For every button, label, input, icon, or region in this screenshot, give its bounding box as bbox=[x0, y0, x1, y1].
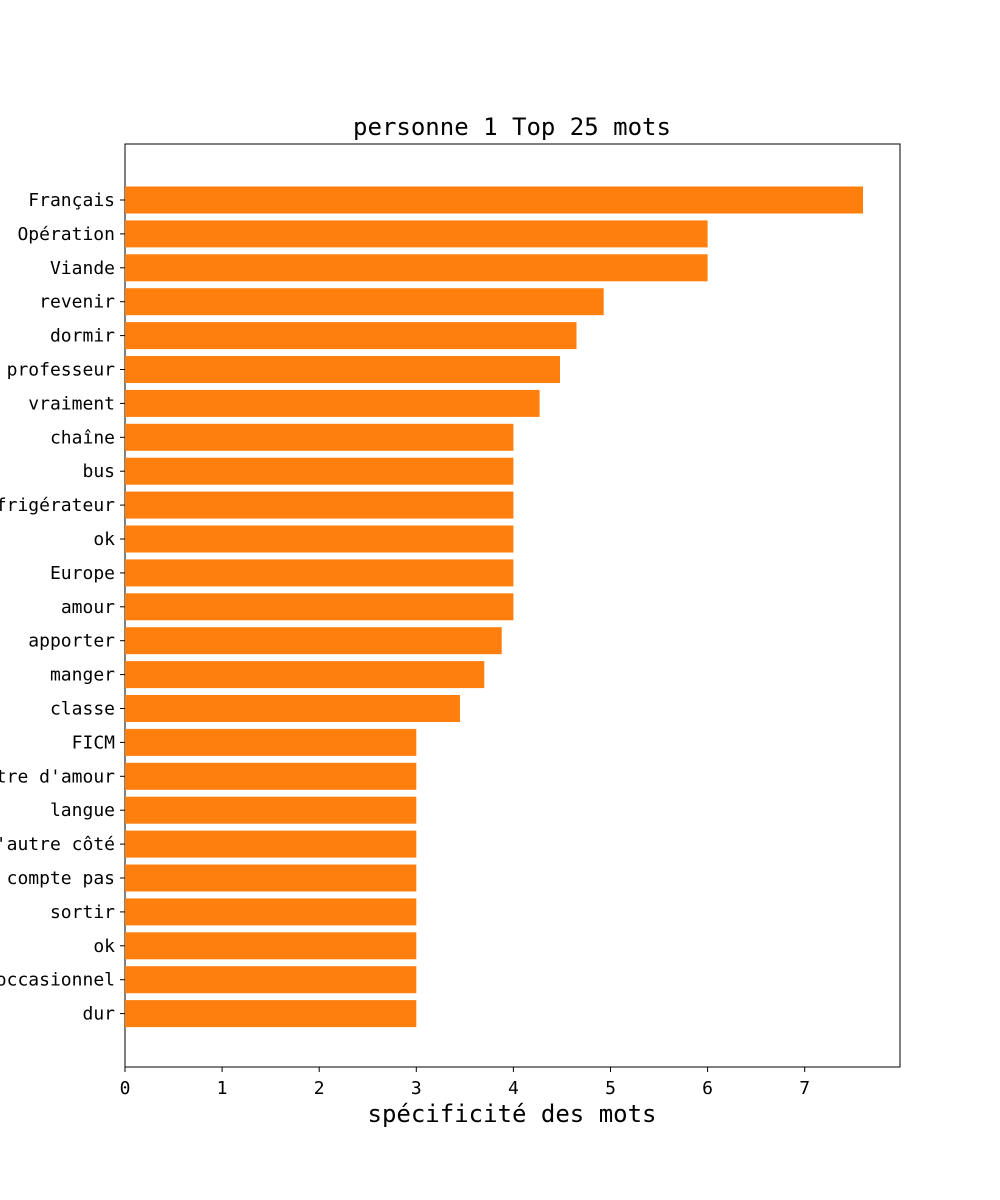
y-tick-label: apporter bbox=[28, 631, 115, 652]
x-tick-label: 6 bbox=[702, 1078, 713, 1099]
bar bbox=[125, 559, 514, 587]
y-tick-label: dur bbox=[82, 1004, 115, 1025]
y-tick-label: Opération bbox=[17, 224, 115, 245]
y-tick-label: dormir bbox=[50, 326, 115, 347]
x-tick-label: 3 bbox=[411, 1078, 422, 1099]
y-tick-label: Viande bbox=[50, 258, 115, 279]
y-tick-label: occasionnel bbox=[0, 970, 115, 991]
y-tick-label: chaîne bbox=[50, 427, 115, 448]
y-tick-label: classe bbox=[50, 699, 115, 720]
bar bbox=[125, 830, 417, 858]
y-tick-label: amour bbox=[61, 597, 115, 618]
y-tick-label: FICM bbox=[72, 732, 116, 753]
bar bbox=[125, 457, 514, 485]
bar bbox=[125, 322, 577, 350]
y-tick-label: sortir bbox=[50, 902, 115, 923]
bar bbox=[125, 627, 502, 655]
x-tick-label: 5 bbox=[605, 1078, 616, 1099]
y-tick-label: revenir bbox=[39, 292, 115, 313]
bars-layer bbox=[125, 186, 863, 1028]
y-tick-label: professeur bbox=[7, 360, 116, 381]
y-tick-label: de l'autre côté bbox=[0, 834, 115, 855]
bar bbox=[125, 1000, 417, 1028]
bar bbox=[125, 728, 417, 756]
y-tick-label: vraiment bbox=[28, 393, 115, 414]
bar bbox=[125, 423, 514, 451]
y-axis-ticks: Français Opération Viande revenir dormir prof… bbox=[0, 190, 125, 1025]
bar bbox=[125, 525, 514, 553]
bar bbox=[125, 186, 863, 214]
chart-title: personne 1 Top 25 mots bbox=[353, 113, 671, 141]
x-axis-label: spécificité des mots bbox=[368, 1100, 657, 1128]
bar bbox=[125, 966, 417, 994]
bar bbox=[125, 661, 485, 689]
bar bbox=[125, 389, 540, 417]
y-tick-label: Français bbox=[28, 190, 115, 211]
bar bbox=[125, 762, 417, 790]
bar bbox=[125, 695, 460, 722]
x-tick-label: 1 bbox=[217, 1078, 228, 1099]
x-tick-label: 7 bbox=[799, 1078, 810, 1099]
bar bbox=[125, 593, 514, 621]
x-tick-label: 4 bbox=[508, 1078, 519, 1099]
y-tick-label: ok bbox=[93, 936, 115, 957]
y-tick-label: manger bbox=[50, 665, 115, 686]
y-tick-label: Europe bbox=[50, 563, 115, 584]
y-tick-label: bus bbox=[82, 461, 115, 482]
bar bbox=[125, 898, 417, 926]
y-tick-label: langue bbox=[50, 800, 115, 821]
y-tick-label: lettre d'amour bbox=[0, 766, 115, 787]
x-tick-label: 2 bbox=[314, 1078, 325, 1099]
bar bbox=[125, 220, 708, 248]
bar bbox=[125, 932, 417, 960]
y-tick-label: réfrigérateur bbox=[0, 495, 115, 516]
bar bbox=[125, 356, 560, 383]
x-axis-ticks: 0 1 2 3 4 5 6 7 bbox=[120, 1067, 810, 1099]
y-tick-label: ne compte pas bbox=[0, 868, 115, 889]
bar bbox=[125, 288, 604, 316]
bar bbox=[125, 796, 417, 824]
bar bbox=[125, 491, 514, 519]
y-tick-label: ok bbox=[93, 529, 115, 550]
bar bbox=[125, 254, 708, 282]
x-tick-label: 0 bbox=[120, 1078, 131, 1099]
bar bbox=[125, 864, 417, 892]
